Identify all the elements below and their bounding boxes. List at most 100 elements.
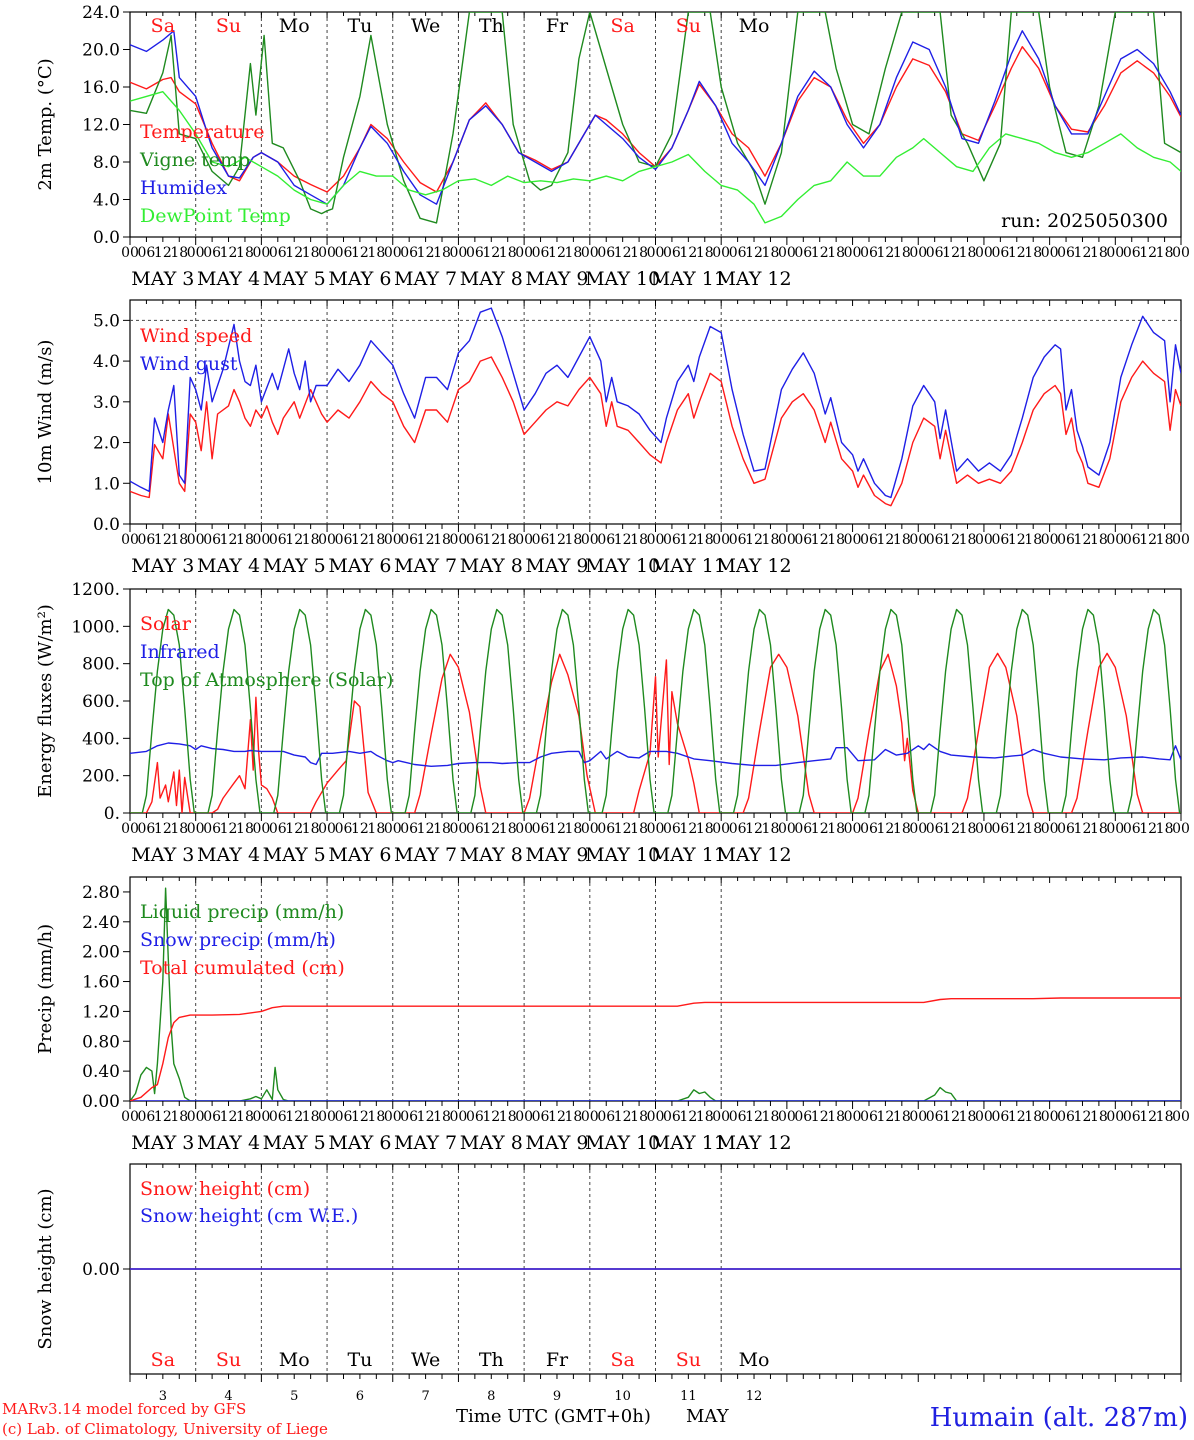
energy-hour-label: 06 xyxy=(794,821,812,837)
energy-day-label: MAY 12 xyxy=(716,844,791,866)
precip-hour-label: 06 xyxy=(926,1109,944,1125)
energy-hour-label: 06 xyxy=(860,821,878,837)
wind-hour-label: 00 xyxy=(450,532,468,548)
energy-day-label: MAY 6 xyxy=(328,844,391,866)
precip-ytick-label: 2.80 xyxy=(82,883,120,903)
energy-hour-label: 06 xyxy=(926,821,944,837)
temp-hour-label: 00 xyxy=(1172,245,1190,261)
wind-hour-label: 00 xyxy=(712,532,730,548)
wind-hour-label: 18 xyxy=(762,532,780,548)
wind-hour-label: 06 xyxy=(400,532,418,548)
temp-hour-label: 06 xyxy=(335,245,353,261)
energy-hour-label: 06 xyxy=(729,821,747,837)
wind-hour-label: 00 xyxy=(515,532,533,548)
energy-day-label: MAY 11 xyxy=(651,844,726,866)
energy-hour-label: 00 xyxy=(450,821,468,837)
energy-hour-label: 06 xyxy=(335,821,353,837)
temp-hour-label: 00 xyxy=(515,245,533,261)
precip-hour-label: 06 xyxy=(860,1109,878,1125)
energy-day-label: MAY 8 xyxy=(460,844,523,866)
precip-hour-label: 18 xyxy=(630,1109,648,1125)
wind-hour-label: 12 xyxy=(876,532,894,548)
energy-hour-label: 00 xyxy=(581,821,599,837)
temp-series-vigne-temp xyxy=(130,12,1181,224)
temp-hour-label: 12 xyxy=(220,245,238,261)
wind-hour-label: 00 xyxy=(121,532,139,548)
energy-hour-label: 18 xyxy=(827,821,845,837)
precip-legend-liquid-precip-mm-h-: Liquid precip (mm/h) xyxy=(140,901,344,923)
energy-hour-label: 00 xyxy=(121,821,139,837)
temp-hour-label: 00 xyxy=(1041,245,1059,261)
temp-day-label: MAY 5 xyxy=(263,268,326,290)
temp-weekday-label: Tu xyxy=(347,15,372,37)
snow-legend-snow-height-cm-w-e-: Snow height (cm W.E.) xyxy=(140,1205,358,1227)
energy-day-label: MAY 10 xyxy=(585,844,660,866)
wind-hour-label: 18 xyxy=(696,532,714,548)
precip-hour-label: 18 xyxy=(1156,1109,1174,1125)
wind-hour-label: 00 xyxy=(647,532,665,548)
precip-hour-label: 00 xyxy=(187,1109,205,1125)
energy-hour-label: 18 xyxy=(762,821,780,837)
energy-hour-label: 12 xyxy=(351,821,369,837)
wind-hour-label: 18 xyxy=(893,532,911,548)
wind-hour-label: 18 xyxy=(1024,532,1042,548)
energy-hour-label: 00 xyxy=(384,821,402,837)
temp-day-label: MAY 10 xyxy=(585,268,660,290)
precip-day-label: MAY 7 xyxy=(394,1132,457,1154)
energy-hour-label: 00 xyxy=(647,821,665,837)
temp-hour-label: 00 xyxy=(778,245,796,261)
precip-hour-label: 12 xyxy=(679,1109,697,1125)
temp-hour-label: 18 xyxy=(1024,245,1042,261)
precip-hour-label: 18 xyxy=(236,1109,254,1125)
energy-ytick-label: 200. xyxy=(82,767,120,787)
temp-weekday-label: Su xyxy=(216,15,241,37)
wind-hour-label: 12 xyxy=(811,532,829,548)
temp-hour-label: 12 xyxy=(154,245,172,261)
wind-ytick-label: 1.0 xyxy=(93,474,120,494)
snow-ylabel: Snow height (cm) xyxy=(35,1188,56,1349)
energy-hour-label: 12 xyxy=(876,821,894,837)
temp-hour-label: 00 xyxy=(844,245,862,261)
energy-hour-label: 00 xyxy=(1172,821,1190,837)
precip-hour-label: 12 xyxy=(1008,1109,1026,1125)
temp-hour-label: 06 xyxy=(1057,245,1075,261)
wind-hour-label: 00 xyxy=(909,532,927,548)
precip-hour-label: 00 xyxy=(121,1109,139,1125)
energy-hour-label: 12 xyxy=(745,821,763,837)
temp-hour-label: 06 xyxy=(663,245,681,261)
panel-precip: 0.00 0.40 0.80 1.20 1.60 2.00 2.40 2.80 Precip (… xyxy=(35,876,1190,1154)
wind-hour-label: 06 xyxy=(729,532,747,548)
energy-legend-infrared: Infrared xyxy=(140,641,220,663)
temp-hour-label: 00 xyxy=(384,245,402,261)
precip-hour-label: 06 xyxy=(1123,1109,1141,1125)
precip-hour-label: 18 xyxy=(499,1109,517,1125)
temp-hour-label: 00 xyxy=(1106,245,1124,261)
energy-hour-label: 00 xyxy=(515,821,533,837)
wind-hour-label: 18 xyxy=(1090,532,1108,548)
energy-hour-label: 18 xyxy=(959,821,977,837)
energy-series-solar xyxy=(130,652,1181,813)
wind-hour-label: 18 xyxy=(170,532,188,548)
energy-hour-label: 12 xyxy=(220,821,238,837)
energy-series-top-of-atmosphere-solar- xyxy=(130,608,1181,813)
temp-hour-label: 00 xyxy=(318,245,336,261)
precip-hour-label: 12 xyxy=(942,1109,960,1125)
temp-weekday-label: Fr xyxy=(546,15,569,37)
temp-hour-label: 18 xyxy=(762,245,780,261)
temp-hour-label: 06 xyxy=(138,245,156,261)
precip-hour-label: 00 xyxy=(252,1109,270,1125)
energy-hour-label: 18 xyxy=(433,821,451,837)
wind-hour-label: 12 xyxy=(1139,532,1157,548)
energy-hour-label: 18 xyxy=(1156,821,1174,837)
snow-day-number: 3 xyxy=(159,1389,167,1404)
temp-hour-label: 12 xyxy=(614,245,632,261)
energy-hour-label: 18 xyxy=(367,821,385,837)
wind-hour-label: 06 xyxy=(203,532,221,548)
energy-series-infrared xyxy=(130,742,1181,767)
snow-weekday-label: Mo xyxy=(279,1349,310,1371)
wind-hour-label: 12 xyxy=(1008,532,1026,548)
energy-hour-label: 06 xyxy=(991,821,1009,837)
precip-hour-label: 12 xyxy=(548,1109,566,1125)
wind-hour-label: 06 xyxy=(663,532,681,548)
precip-hour-label: 00 xyxy=(844,1109,862,1125)
